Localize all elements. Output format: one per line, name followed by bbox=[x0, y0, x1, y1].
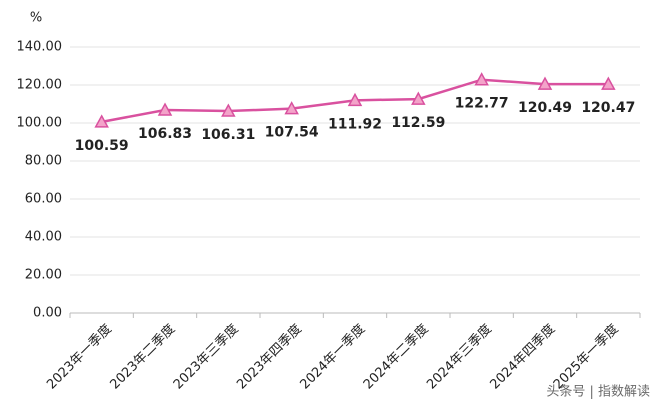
y-tick-label: 80.00 bbox=[25, 154, 62, 169]
data-label: 120.47 bbox=[581, 100, 635, 116]
marker bbox=[221, 103, 236, 117]
data-label: 111.92 bbox=[328, 116, 382, 132]
x-tick-label: 2024年二季度 bbox=[360, 321, 431, 392]
data-label: 106.31 bbox=[201, 127, 255, 143]
data-label: 106.83 bbox=[138, 126, 192, 142]
y-tick-label: 120.00 bbox=[17, 78, 63, 93]
marker bbox=[347, 92, 363, 107]
data-label: 112.59 bbox=[391, 115, 445, 131]
y-tick-label: 40.00 bbox=[25, 230, 62, 245]
y-tick-label: 60.00 bbox=[25, 192, 62, 207]
y-tick-label: 20.00 bbox=[25, 268, 62, 283]
x-tick-label: 2024年一季度 bbox=[297, 321, 368, 392]
marker bbox=[474, 72, 489, 86]
data-label: 122.77 bbox=[455, 96, 509, 112]
marker bbox=[601, 76, 616, 90]
x-tick-label: 2023年一季度 bbox=[43, 321, 114, 392]
marker bbox=[411, 91, 426, 105]
y-tick-label: 0.00 bbox=[33, 306, 62, 321]
y-axis-label: % bbox=[30, 11, 42, 26]
y-tick-label: 100.00 bbox=[17, 116, 63, 131]
x-tick-label: 2024年四季度 bbox=[487, 321, 558, 392]
x-tick-label: 2025年一季度 bbox=[550, 321, 621, 392]
x-tick-label: 2023年二季度 bbox=[107, 321, 178, 392]
marker bbox=[94, 114, 109, 128]
y-tick-label: 140.00 bbox=[17, 40, 63, 55]
x-tick-label: 2023年三季度 bbox=[170, 321, 241, 392]
marker bbox=[537, 76, 553, 90]
watermark: 头条号 | 指数解读 bbox=[546, 384, 650, 400]
data-label: 107.54 bbox=[265, 125, 319, 141]
x-tick-label: 2024年三季度 bbox=[423, 321, 494, 392]
marker bbox=[284, 101, 299, 115]
data-label: 100.59 bbox=[75, 138, 129, 154]
x-tick-label: 2023年四季度 bbox=[233, 321, 304, 392]
marker bbox=[157, 102, 173, 116]
data-label: 120.49 bbox=[518, 100, 572, 116]
